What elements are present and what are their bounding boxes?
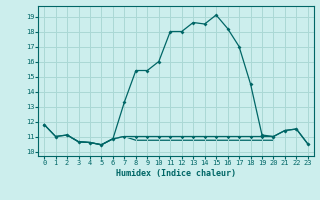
X-axis label: Humidex (Indice chaleur): Humidex (Indice chaleur) xyxy=(116,169,236,178)
